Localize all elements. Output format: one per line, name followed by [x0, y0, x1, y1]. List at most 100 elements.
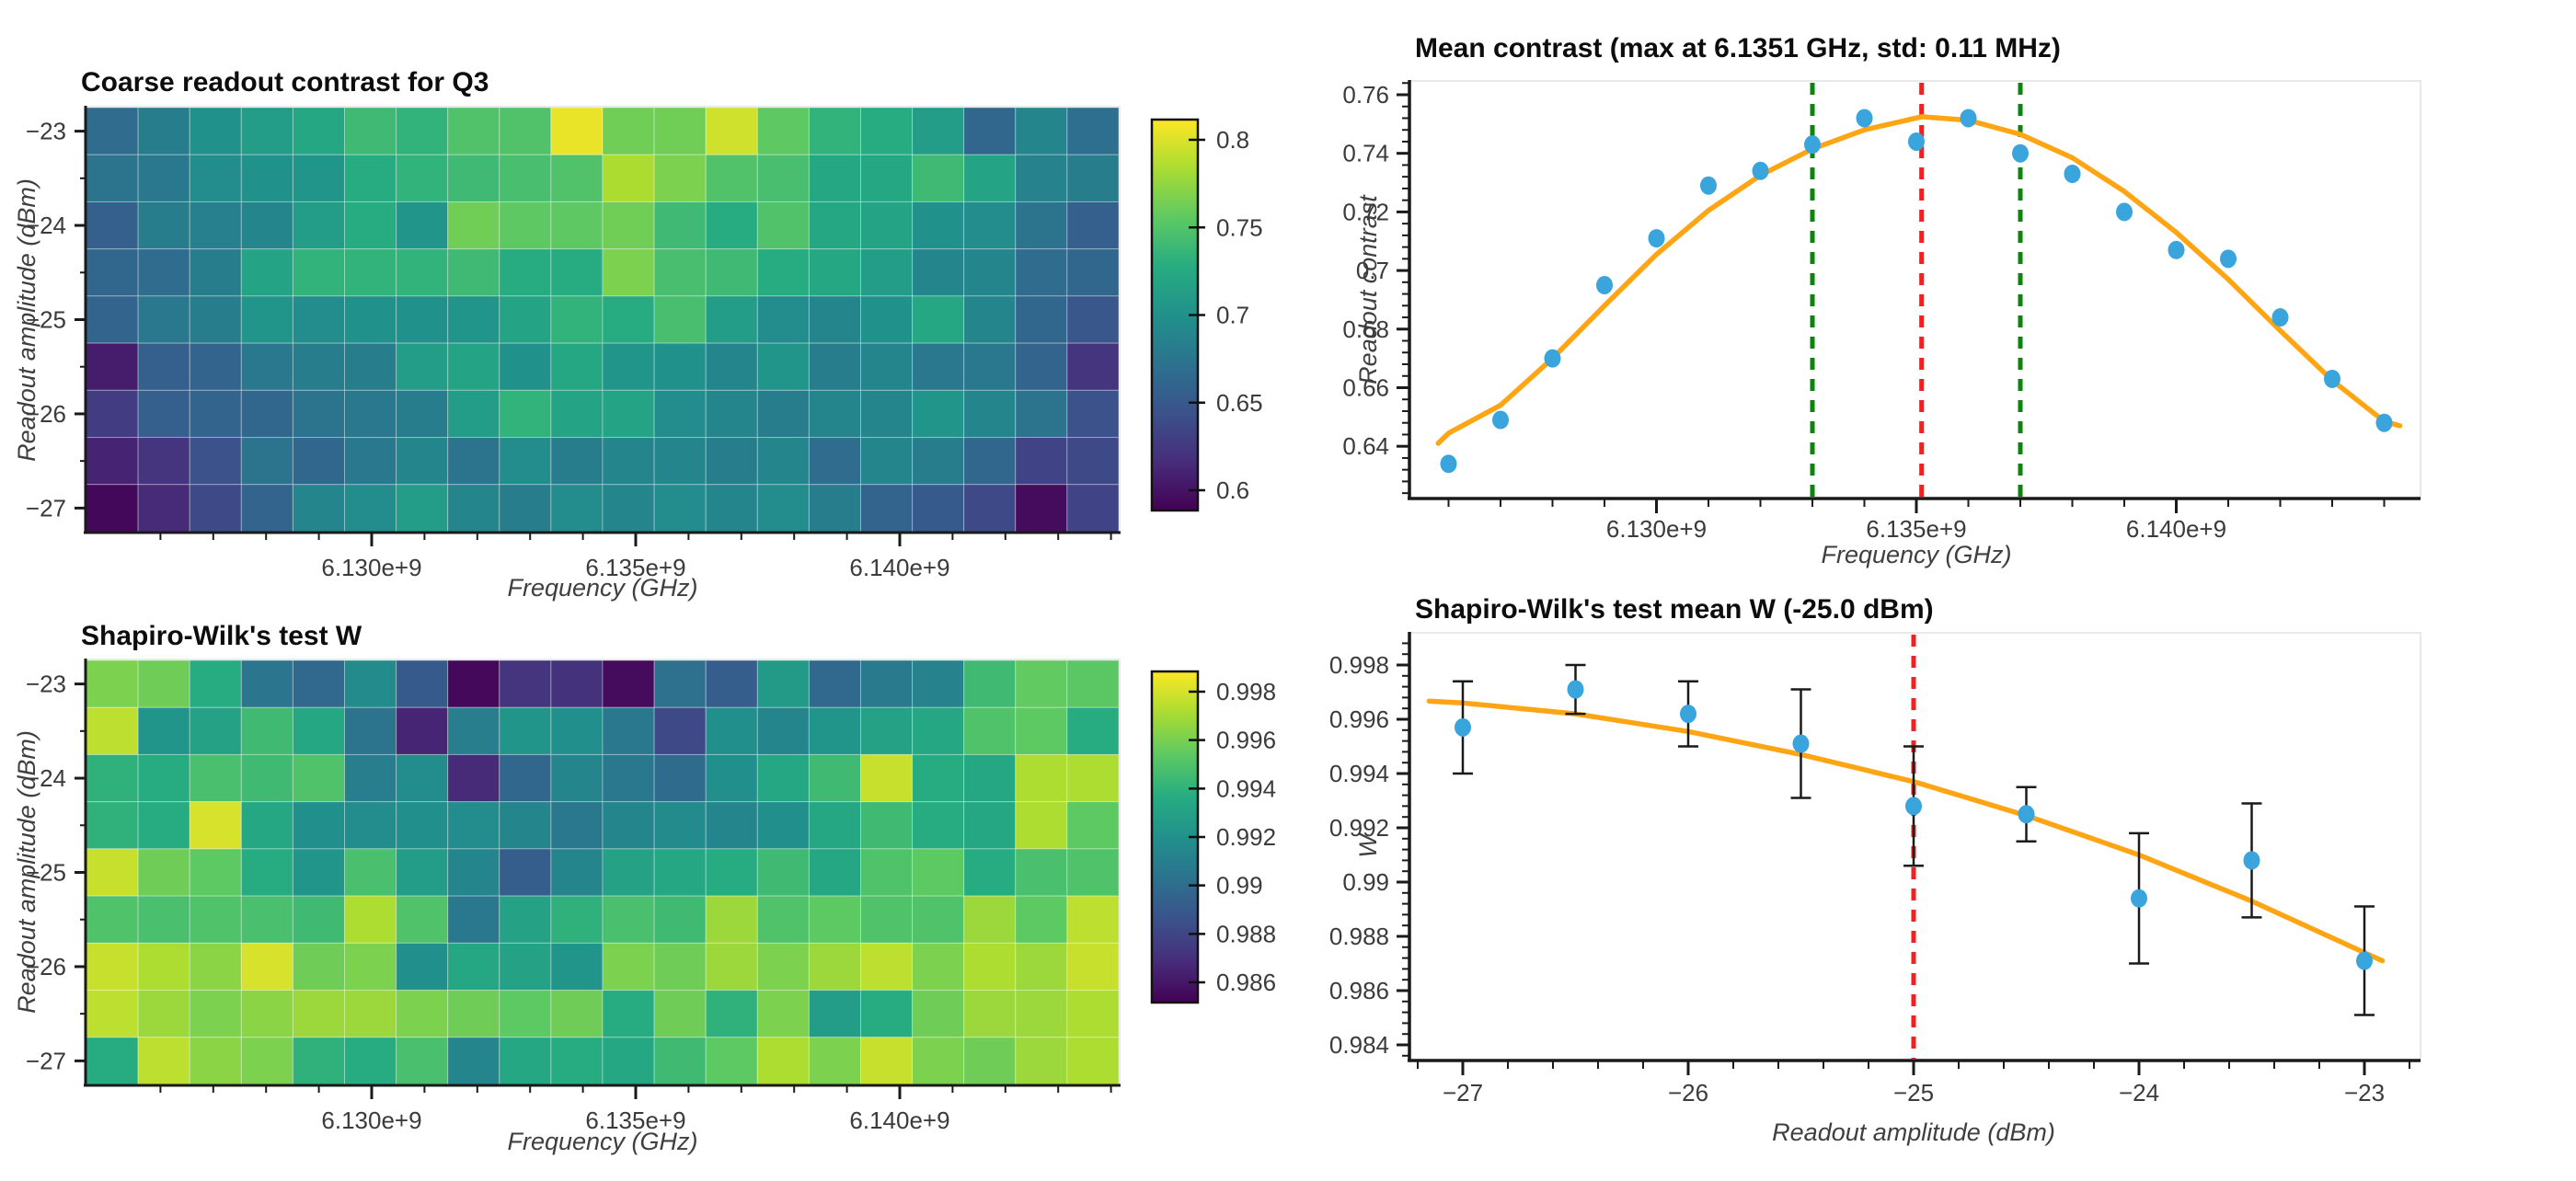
heatmap-cell	[860, 753, 914, 803]
heatmap-cell	[963, 484, 1017, 533]
heatmap-cell	[550, 659, 604, 708]
heatmap-cell	[756, 295, 810, 344]
heatmap-cell	[860, 342, 914, 391]
heatmap-cell	[756, 201, 810, 250]
heatmap-cell	[602, 107, 655, 155]
heatmap-cell	[499, 895, 552, 944]
heatmap-cell	[447, 295, 500, 344]
ylabel-mean-contrast: Readout contrast	[1354, 194, 1382, 384]
heatmap-cell	[240, 1037, 293, 1085]
y-tick-label: −27	[26, 494, 66, 522]
y-tick-label: −23	[26, 671, 66, 698]
heatmap-cell	[963, 659, 1017, 708]
heatmap-cell	[447, 659, 500, 708]
heatmap-cell	[756, 437, 810, 486]
data-point	[1804, 135, 1821, 155]
data-point	[1960, 109, 1977, 128]
heatmap-cell	[447, 801, 500, 850]
heatmap-cell	[705, 295, 758, 344]
heatmap-cell	[240, 437, 293, 486]
heatmap-cell	[602, 990, 655, 1038]
heatmap-cell	[705, 801, 758, 850]
heatmap-cell	[653, 437, 707, 486]
heatmap-cell	[396, 848, 449, 897]
y-tick-label: −24	[26, 212, 66, 239]
heatmap-cell	[137, 942, 190, 992]
heatmap-cell	[550, 107, 604, 155]
heatmap-cell	[137, 659, 190, 708]
heatmap-cell	[292, 154, 345, 202]
heatmap-cell	[292, 895, 345, 944]
heatmap-cell	[756, 484, 810, 533]
x-tick-label: −24	[2119, 1079, 2159, 1106]
heatmap-cell	[808, 942, 862, 992]
colorbar-tick-label: 0.996	[1216, 727, 1276, 754]
heatmap-cell	[447, 990, 500, 1038]
heatmap-cell	[189, 107, 242, 155]
heatmap-cell	[396, 484, 449, 533]
heatmap-cell	[86, 389, 139, 439]
heatmap-cell	[1066, 753, 1120, 803]
heatmap-cell	[705, 389, 758, 439]
heatmap-cell	[756, 248, 810, 297]
heatmap-cell	[808, 484, 862, 533]
heatmap-cell	[86, 154, 139, 202]
y-tick-label: −25	[26, 859, 66, 887]
heatmap-cell	[550, 437, 604, 486]
panel-title-heatmap-shapiro: Shapiro-Wilk's test W	[81, 621, 362, 651]
series-layer	[1426, 83, 2403, 1059]
x-tick-label: 6.140e+9	[849, 554, 949, 581]
data-point	[1792, 734, 1810, 753]
y-tick-label: 0.72	[1342, 198, 1389, 225]
x-tick-label: 6.140e+9	[2126, 515, 2226, 543]
heatmap-cell	[808, 659, 862, 708]
heatmap-cell	[705, 107, 758, 155]
data-point	[1905, 797, 1922, 816]
heatmap-cell	[292, 342, 345, 391]
ylabel-shapiro-mean: W	[1354, 832, 1382, 858]
heatmap-cell	[86, 753, 139, 803]
heatmap-cell	[86, 107, 139, 155]
heatmap-cell	[189, 848, 242, 897]
heatmap-cell	[292, 753, 345, 803]
heatmap-cell	[447, 437, 500, 486]
heatmap-cell	[1015, 942, 1068, 992]
y-tick-label: 0.68	[1342, 315, 1389, 343]
heatmap-cell	[447, 848, 500, 897]
heatmap-cell	[860, 248, 914, 297]
heatmap-cell	[344, 753, 397, 803]
heatmap-cell	[653, 659, 707, 708]
heatmap-cell	[447, 154, 500, 202]
heatmap-cell	[86, 895, 139, 944]
heatmap-cell	[705, 1037, 758, 1085]
heatmap-cell	[86, 942, 139, 992]
y-tick-label: 0.7	[1356, 257, 1389, 284]
heatmap-cell	[550, 942, 604, 992]
y-tick-label: 0.66	[1342, 374, 1389, 402]
y-tick-label: −26	[26, 400, 66, 428]
data-point	[2012, 143, 2029, 163]
heatmap-cell	[808, 107, 862, 155]
data-point	[1752, 161, 1769, 180]
heatmap-cell	[912, 659, 965, 708]
y-tick-label: 0.64	[1342, 432, 1389, 460]
heatmap-cell	[963, 437, 1017, 486]
heatmap-cell	[1015, 706, 1068, 755]
heatmap-cell	[499, 706, 552, 755]
heatmap-cell	[705, 484, 758, 533]
heatmap-cell	[240, 295, 293, 344]
heatmap-cell	[912, 1037, 965, 1085]
heatmap-cell	[1066, 1037, 1120, 1085]
heatmap-cell	[550, 342, 604, 391]
data-point	[1544, 349, 1561, 368]
heatmap-cell	[963, 1037, 1017, 1085]
heatmap-cell	[189, 659, 242, 708]
data-point	[1700, 176, 1717, 195]
heatmap-cell	[137, 1037, 190, 1085]
fit-curve	[1435, 114, 2403, 446]
x-tick-label: −26	[1668, 1079, 1708, 1106]
heatmap-cell	[137, 753, 190, 803]
heatmap-cell	[344, 154, 397, 202]
heatmap-cell	[1066, 342, 1120, 391]
heatmap-cell	[602, 295, 655, 344]
